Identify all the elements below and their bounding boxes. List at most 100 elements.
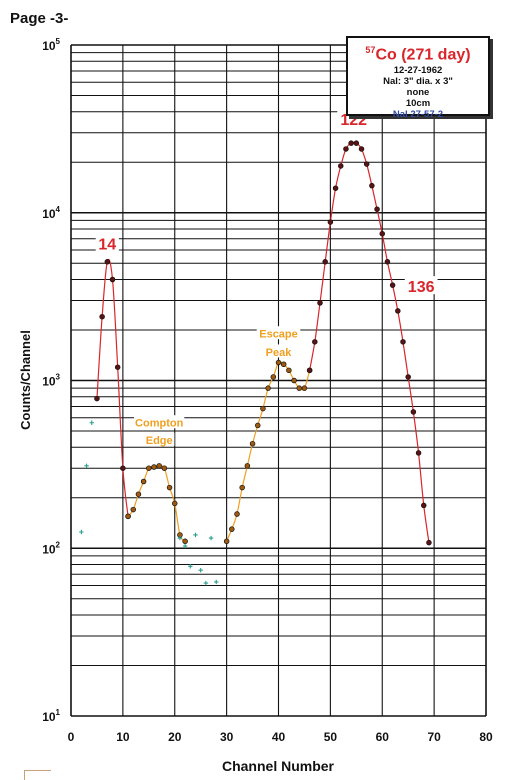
data-point: [120, 465, 126, 471]
data-point: [312, 339, 318, 345]
data-point: [244, 463, 251, 469]
data-point: [99, 313, 105, 320]
data-point: [353, 140, 360, 146]
data-point: [229, 526, 235, 532]
data-point: [400, 339, 406, 345]
data-point: [260, 405, 266, 412]
isotope-mass-number: 57: [365, 45, 376, 55]
data-point: [161, 465, 168, 471]
data-point: [348, 140, 354, 146]
annotation-label: 14: [98, 237, 116, 254]
data-point-plus: [203, 580, 209, 586]
legend-detector: Nal: 3" dia. x 3": [383, 76, 453, 88]
x-tick-label: 20: [168, 730, 182, 744]
data-point: [275, 359, 282, 366]
y-tick-label: 102: [42, 540, 60, 556]
annotation-label: Escape: [259, 329, 298, 341]
data-point: [405, 374, 411, 380]
data-point: [322, 259, 328, 265]
annotation-label: Edge: [146, 435, 173, 447]
data-point: [172, 500, 178, 507]
data-point: [114, 364, 121, 370]
x-tick-labels: 0 10 20 30 40 50 60 70 80: [68, 730, 493, 744]
data-point: [291, 377, 297, 384]
data-point: [146, 465, 152, 471]
annotation-label: Compton: [135, 418, 184, 430]
data-point: [395, 308, 401, 314]
data-point: [374, 206, 380, 212]
annotations: 14 122 136 Escape Peak Compton Edge: [95, 109, 438, 447]
annotation-background: [256, 326, 301, 340]
data-point: [94, 395, 100, 402]
data-point: [223, 538, 230, 545]
data-point: [358, 146, 365, 152]
x-tick-label: 10: [116, 730, 130, 744]
x-tick-label: 0: [68, 730, 75, 744]
data-point: [255, 422, 261, 429]
annotation-label: Peak: [266, 347, 293, 359]
data-point-plus: [188, 564, 193, 569]
x-axis-label: Channel Number: [222, 758, 335, 774]
x-tick-label: 60: [376, 730, 390, 744]
data-point: [125, 513, 131, 520]
data-point-plus: [198, 567, 203, 573]
x-tick-label: 80: [479, 730, 493, 744]
data-point: [296, 385, 303, 391]
data-point: [140, 478, 147, 485]
data-point: [249, 440, 256, 447]
data-point: [332, 185, 339, 191]
data-point: [327, 219, 334, 225]
isotope-name: Co (271 day): [375, 46, 471, 64]
data-point: [166, 484, 173, 491]
data-point-plus: [193, 532, 198, 538]
x-tick-label: 30: [220, 730, 234, 744]
data-point: [317, 300, 323, 306]
data-point: [182, 538, 188, 545]
x-tick-label: 40: [272, 730, 286, 744]
y-tick-label: 101: [42, 708, 60, 724]
legend-absorber: none: [406, 87, 430, 99]
data-point: [265, 385, 271, 391]
data-point-plus: [79, 529, 84, 535]
legend-box: 57Co (271 day) 12-27-1962 Nal: 3" dia. x…: [346, 36, 490, 120]
data-point: [239, 484, 245, 491]
y-tick-label: 105: [42, 37, 60, 53]
legend-distance: 10cm: [405, 98, 431, 110]
annotation-label: 122: [340, 112, 367, 129]
legend-title: 57Co (271 day): [348, 40, 488, 65]
data-point: [343, 146, 349, 152]
data-point: [104, 259, 111, 265]
data-point: [135, 491, 142, 497]
chart-grid: [70, 44, 487, 717]
annotation-background: [404, 276, 438, 295]
data-point-plus: [214, 579, 219, 585]
y-tick-label: 103: [42, 373, 60, 389]
data-point: [156, 463, 162, 469]
annotation-background: [143, 432, 175, 446]
data-point: [410, 409, 417, 415]
data-point-plus: [89, 420, 94, 425]
data-point: [306, 367, 313, 374]
data-point: [379, 230, 386, 237]
x-tick-label: 50: [324, 730, 338, 744]
annotation-background: [134, 415, 185, 429]
data-point: [130, 506, 137, 513]
data-point: [369, 182, 375, 189]
series-points: [79, 140, 432, 586]
data-point: [363, 161, 370, 167]
legend-date: 12-27-1962: [393, 65, 443, 77]
y-axis-label: Counts/Channel: [18, 330, 33, 430]
data-point: [286, 367, 292, 374]
data-point: [280, 361, 287, 367]
annotation-label: 136: [408, 279, 435, 296]
data-point: [234, 511, 240, 517]
data-point: [270, 374, 277, 380]
data-point-plus: [84, 463, 89, 469]
page-label: Page -3-: [10, 10, 69, 27]
y-tick-labels: 101 102 103 104 105: [42, 37, 60, 724]
data-point-plus: [177, 535, 183, 541]
x-tick-label: 70: [427, 730, 441, 744]
corner-logo: [24, 770, 51, 780]
data-point: [109, 276, 116, 283]
